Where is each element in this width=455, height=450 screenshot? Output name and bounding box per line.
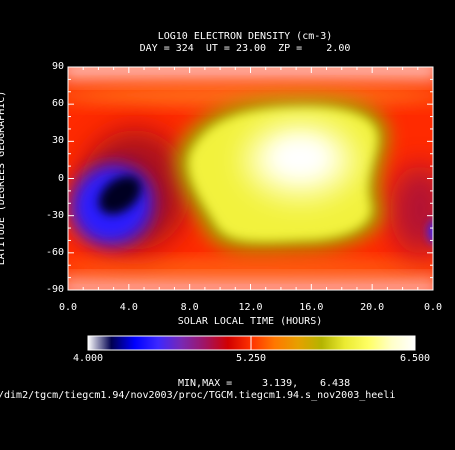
minmax-label: MIN,MAX =: [178, 378, 233, 389]
x-tick-label: 12.0: [238, 302, 263, 313]
y-axis-label: LATITUDE (DEGREES GEOGRAPHIC): [0, 90, 7, 266]
y-tick-label: 0: [57, 172, 64, 184]
heatmap-field: [68, 67, 433, 290]
colorbar-max-label: 6.500: [399, 353, 431, 364]
x-tick-label: 4.0: [119, 302, 138, 313]
edge-minimum-right: [428, 220, 433, 244]
x-tick-label: 20.0: [360, 302, 385, 313]
x-axis-label: SOLAR LOCAL TIME (HOURS): [177, 316, 323, 327]
min-value: 3.139,: [262, 378, 299, 389]
x-tick-label: 8.0: [180, 302, 199, 313]
nightside-minimum-core: [98, 175, 142, 215]
y-tick-label: -60: [45, 246, 64, 258]
x-tick-label: 0.0: [58, 302, 78, 313]
y-tick-label: 90: [51, 61, 64, 72]
x-tick-label: 0.0: [423, 302, 443, 313]
y-tick-label: -30: [45, 209, 64, 221]
dark-red-region-right: [390, 165, 433, 255]
y-tick-label: -90: [45, 284, 64, 295]
north-polar-band: [68, 67, 433, 80]
colorbar-mid-label: 5.250: [235, 353, 267, 364]
y-tick-label: 60: [51, 98, 64, 110]
south-orange-band: [68, 260, 433, 276]
chart-title: LOG10 ELECTRON DENSITY (cm-3): [157, 31, 333, 42]
dayside-maximum-white: [270, 138, 330, 178]
y-tick-label: 30: [51, 135, 64, 147]
x-tick-label: 16.0: [299, 302, 324, 313]
max-value: 6.438: [320, 378, 351, 389]
file-path: /dim2/tgcm/tiegcm1.94/nov2003/proc/TGCM.…: [0, 390, 396, 401]
y-tick-marks: [68, 66, 433, 291]
x-tick-marks: [67, 67, 434, 290]
chart-subtitle: DAY = 324 UT = 23.00 ZP = 2.00: [139, 43, 351, 54]
colorbar-min-label: 4.000: [72, 353, 104, 364]
